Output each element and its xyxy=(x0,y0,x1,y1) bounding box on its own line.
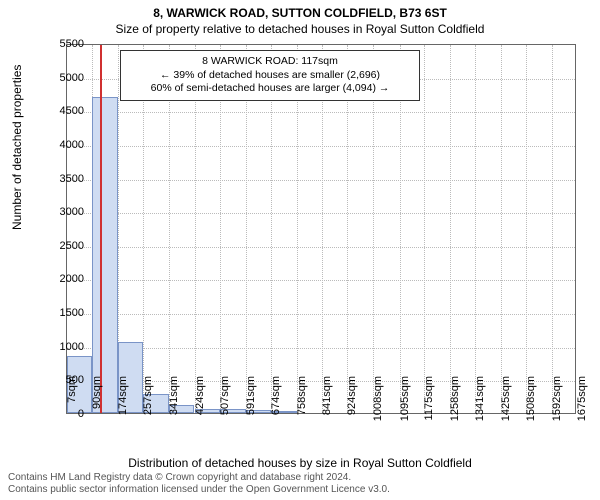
ytick-label: 1500 xyxy=(34,307,84,319)
xtick-label: 1508sqm xyxy=(525,376,537,436)
ytick-label: 4500 xyxy=(34,105,84,117)
xtick-label: 1008sqm xyxy=(372,376,384,436)
callout-line3: 60% of semi-detached houses are larger (… xyxy=(129,82,411,96)
ytick-label: 3000 xyxy=(34,206,84,218)
gridline-v xyxy=(552,45,553,413)
ytick-label: 3500 xyxy=(34,173,84,185)
xtick-label: 1341sqm xyxy=(474,376,486,436)
xtick-label: 257sqm xyxy=(142,376,154,436)
ytick-label: 2500 xyxy=(34,240,84,252)
gridline-v xyxy=(475,45,476,413)
xtick-label: 1175sqm xyxy=(423,376,435,436)
xtick-label: 424sqm xyxy=(194,376,206,436)
ytick-label: 2000 xyxy=(34,273,84,285)
y-axis-label: Number of detached properties xyxy=(10,65,24,230)
footer-line1: Contains HM Land Registry data © Crown c… xyxy=(8,472,390,484)
ytick-label: 5500 xyxy=(34,38,84,50)
xtick-label: 507sqm xyxy=(219,376,231,436)
footer-attribution: Contains HM Land Registry data © Crown c… xyxy=(8,472,390,496)
ytick-label: 4000 xyxy=(34,139,84,151)
gridline-v xyxy=(450,45,451,413)
property-marker-line xyxy=(100,45,102,413)
xtick-label: 341sqm xyxy=(168,376,180,436)
ytick-label: 1000 xyxy=(34,341,84,353)
page-title: 8, WARWICK ROAD, SUTTON COLDFIELD, B73 6… xyxy=(0,0,600,20)
gridline-v xyxy=(424,45,425,413)
xtick-label: 674sqm xyxy=(270,376,282,436)
xtick-label: 1675sqm xyxy=(576,376,588,436)
xtick-label: 174sqm xyxy=(117,376,129,436)
xtick-label: 841sqm xyxy=(321,376,333,436)
gridline-v xyxy=(526,45,527,413)
xtick-label: 7sqm xyxy=(66,376,78,436)
xtick-label: 1425sqm xyxy=(500,376,512,436)
x-axis-label: Distribution of detached houses by size … xyxy=(0,456,600,470)
footer-line2: Contains public sector information licen… xyxy=(8,484,390,496)
histogram-bar xyxy=(92,97,118,413)
histogram-chart: 8 WARWICK ROAD: 117sqm ← 39% of detached… xyxy=(66,44,576,414)
xtick-label: 1095sqm xyxy=(399,376,411,436)
ytick-label: 5000 xyxy=(34,72,84,84)
xtick-label: 90sqm xyxy=(91,376,103,436)
xtick-label: 758sqm xyxy=(296,376,308,436)
callout-line2: ← 39% of detached houses are smaller (2,… xyxy=(129,69,411,83)
xtick-label: 924sqm xyxy=(346,376,358,436)
callout-line1: 8 WARWICK ROAD: 117sqm xyxy=(129,55,411,69)
xtick-label: 1258sqm xyxy=(449,376,461,436)
xtick-label: 591sqm xyxy=(245,376,257,436)
marker-callout: 8 WARWICK ROAD: 117sqm ← 39% of detached… xyxy=(120,50,420,101)
gridline-v xyxy=(501,45,502,413)
xtick-label: 1592sqm xyxy=(551,376,563,436)
page-subtitle: Size of property relative to detached ho… xyxy=(0,20,600,40)
